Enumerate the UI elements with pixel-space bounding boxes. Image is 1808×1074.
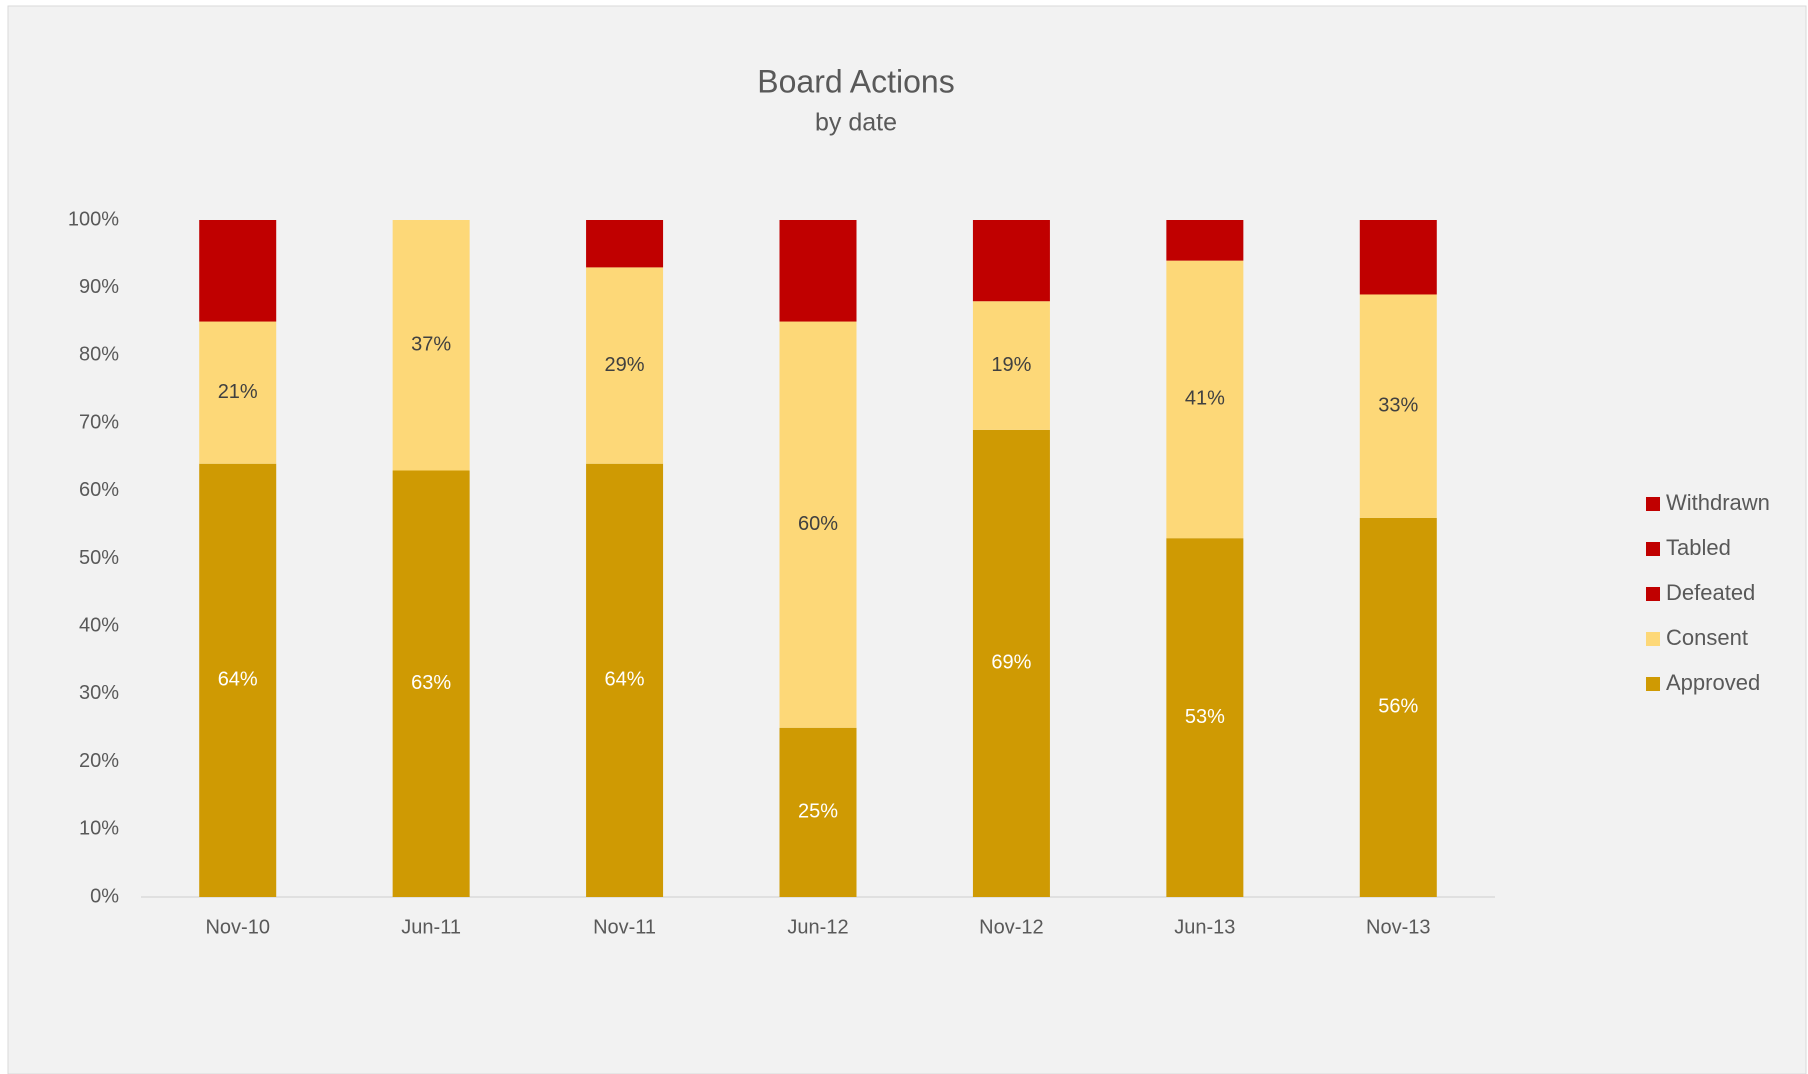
legend-label: Consent <box>1666 625 1748 650</box>
bar-segment <box>779 220 857 322</box>
y-tick-label: 30% <box>79 682 119 704</box>
y-tick-label: 100% <box>68 208 119 230</box>
y-tick-label: 10% <box>79 818 119 840</box>
bar-segment <box>972 220 1050 302</box>
legend-label: Defeated <box>1666 580 1755 605</box>
chart-background <box>7 5 1807 1074</box>
data-label: 41% <box>1185 388 1225 410</box>
y-tick-label: 60% <box>79 479 119 501</box>
legend-swatch <box>1646 677 1660 691</box>
legend-swatch <box>1646 497 1660 511</box>
y-tick-label: 40% <box>79 614 119 636</box>
data-label: 53% <box>1185 706 1225 728</box>
legend-label: Withdrawn <box>1666 490 1770 515</box>
x-tick-label: Jun-13 <box>1174 916 1235 938</box>
bar-segment <box>199 220 277 322</box>
legend-swatch <box>1646 587 1660 601</box>
x-tick-label: Nov-11 <box>593 916 656 938</box>
bar-segment <box>586 463 664 897</box>
x-tick-label: Nov-13 <box>1366 916 1430 938</box>
y-tick-label: 20% <box>79 750 119 772</box>
bar-segment <box>779 727 857 897</box>
data-label: 56% <box>1378 696 1418 718</box>
bar-segment <box>392 220 470 471</box>
legend-swatch <box>1646 542 1660 556</box>
bar-segment <box>1166 538 1244 897</box>
bar-segment <box>972 429 1050 897</box>
data-label: 69% <box>991 652 1031 674</box>
x-tick-label: Nov-10 <box>205 916 269 938</box>
x-tick-label: Jun-12 <box>787 916 848 938</box>
bar-segment <box>199 463 277 897</box>
data-label: 19% <box>991 354 1031 376</box>
data-label: 64% <box>605 669 645 691</box>
bar-segment <box>779 321 857 728</box>
bar-segment <box>1359 220 1437 295</box>
data-label: 37% <box>411 334 451 356</box>
data-label: 64% <box>218 669 258 691</box>
data-label: 21% <box>218 381 258 403</box>
data-label: 63% <box>411 672 451 694</box>
bar-segment <box>1166 220 1244 261</box>
y-tick-label: 80% <box>79 344 119 366</box>
bar-segment <box>199 321 277 464</box>
legend-label: Tabled <box>1666 535 1731 560</box>
data-label: 25% <box>798 801 838 823</box>
bar-segment <box>586 220 664 268</box>
y-tick-label: 50% <box>79 547 119 569</box>
chart-subtitle: by date <box>815 109 897 137</box>
bar-segment <box>1359 294 1437 518</box>
x-tick-label: Jun-11 <box>401 916 461 938</box>
y-tick-label: 0% <box>90 885 119 907</box>
x-tick-label: Nov-12 <box>979 916 1043 938</box>
bar-segment <box>1359 517 1437 897</box>
data-label: 60% <box>798 513 838 535</box>
bar-segment <box>1166 260 1244 539</box>
data-label: 29% <box>605 354 645 376</box>
data-label: 33% <box>1378 394 1418 416</box>
y-tick-label: 70% <box>79 411 119 433</box>
bar-segment <box>392 470 470 897</box>
y-tick-label: 90% <box>79 276 119 298</box>
chart-title: Board Actions <box>757 63 954 99</box>
legend-swatch <box>1646 632 1660 646</box>
legend-label: Approved <box>1666 670 1760 695</box>
bar-segment <box>972 301 1050 430</box>
bar-segment <box>586 267 664 464</box>
